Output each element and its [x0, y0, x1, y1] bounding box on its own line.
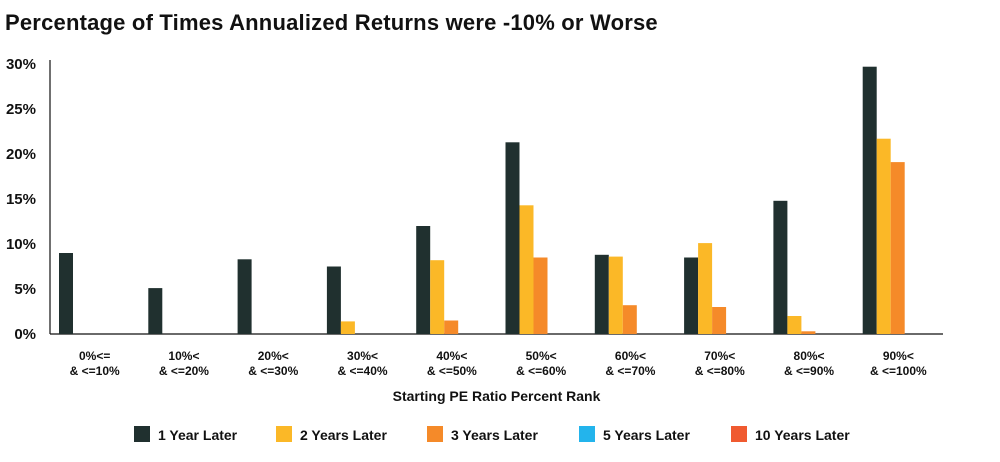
y-tick-label: 20%: [6, 146, 36, 163]
y-tick-label: 15%: [6, 191, 36, 208]
bar: [237, 259, 252, 334]
bar: [608, 256, 623, 334]
x-tick-label: 70%< & <=80%: [695, 349, 745, 378]
bar: [59, 253, 73, 334]
bar: [801, 331, 816, 334]
chart-title: Percentage of Times Annualized Returns w…: [5, 10, 658, 35]
legend-entry: 10 Years Later: [755, 427, 850, 443]
bar: [890, 162, 905, 334]
y-tick-label: 5%: [14, 281, 36, 298]
bar: [622, 305, 637, 334]
bar: [684, 257, 699, 334]
y-axis: 0% 5% 10% 15% 20% 25% 30%: [6, 56, 51, 343]
category-labels: 0%<= & <=10% 10%< & <=20% 20%< & <=30% 30%< & <…: [70, 349, 927, 378]
legend-entry: 2 Years Later: [300, 427, 387, 443]
legend-swatch: [276, 426, 292, 442]
x-tick-label: 60%< & <=70%: [605, 349, 655, 378]
bar: [698, 243, 713, 334]
bar: [416, 226, 431, 334]
x-tick-label: 0%<= & <=10%: [70, 349, 120, 378]
bar: [326, 266, 341, 334]
bar: [505, 142, 520, 334]
x-axis-title: Starting PE Ratio Percent Rank: [393, 388, 601, 404]
y-tick-label: 0%: [14, 326, 36, 343]
bar: [444, 320, 459, 334]
bar: [533, 257, 548, 334]
bar: [340, 321, 355, 334]
legend-swatch: [134, 426, 150, 442]
y-tick-label: 10%: [6, 236, 36, 253]
legend-entry: 3 Years Later: [451, 427, 538, 443]
x-tick-label: 90%< & <=100%: [870, 349, 927, 378]
bar: [876, 138, 891, 334]
x-tick-label: 20%< & <=30%: [248, 349, 298, 378]
x-tick-label: 30%< & <=40%: [338, 349, 388, 378]
bar: [773, 200, 788, 334]
legend-entry: 1 Year Later: [158, 427, 238, 443]
bar: [148, 288, 163, 334]
bar: [862, 66, 877, 334]
legend-entry: 5 Years Later: [603, 427, 690, 443]
x-tick-label: 10%< & <=20%: [159, 349, 209, 378]
x-tick-label: 80%< & <=90%: [784, 349, 834, 378]
bar: [594, 254, 609, 334]
legend-swatch: [427, 426, 443, 442]
legend-swatch: [579, 426, 595, 442]
y-tick-label: 25%: [6, 101, 36, 118]
bar: [430, 260, 445, 334]
x-tick-label: 40%< & <=50%: [427, 349, 477, 378]
legend: 1 Year Later 2 Years Later 3 Years Later 5 …: [134, 426, 850, 443]
bar: [787, 316, 802, 334]
x-tick-label: 50%< & <=60%: [516, 349, 566, 378]
y-tick-label: 30%: [6, 56, 36, 73]
bars: [59, 66, 905, 334]
bar: [519, 205, 534, 334]
bar: [712, 307, 727, 334]
legend-swatch: [731, 426, 747, 442]
